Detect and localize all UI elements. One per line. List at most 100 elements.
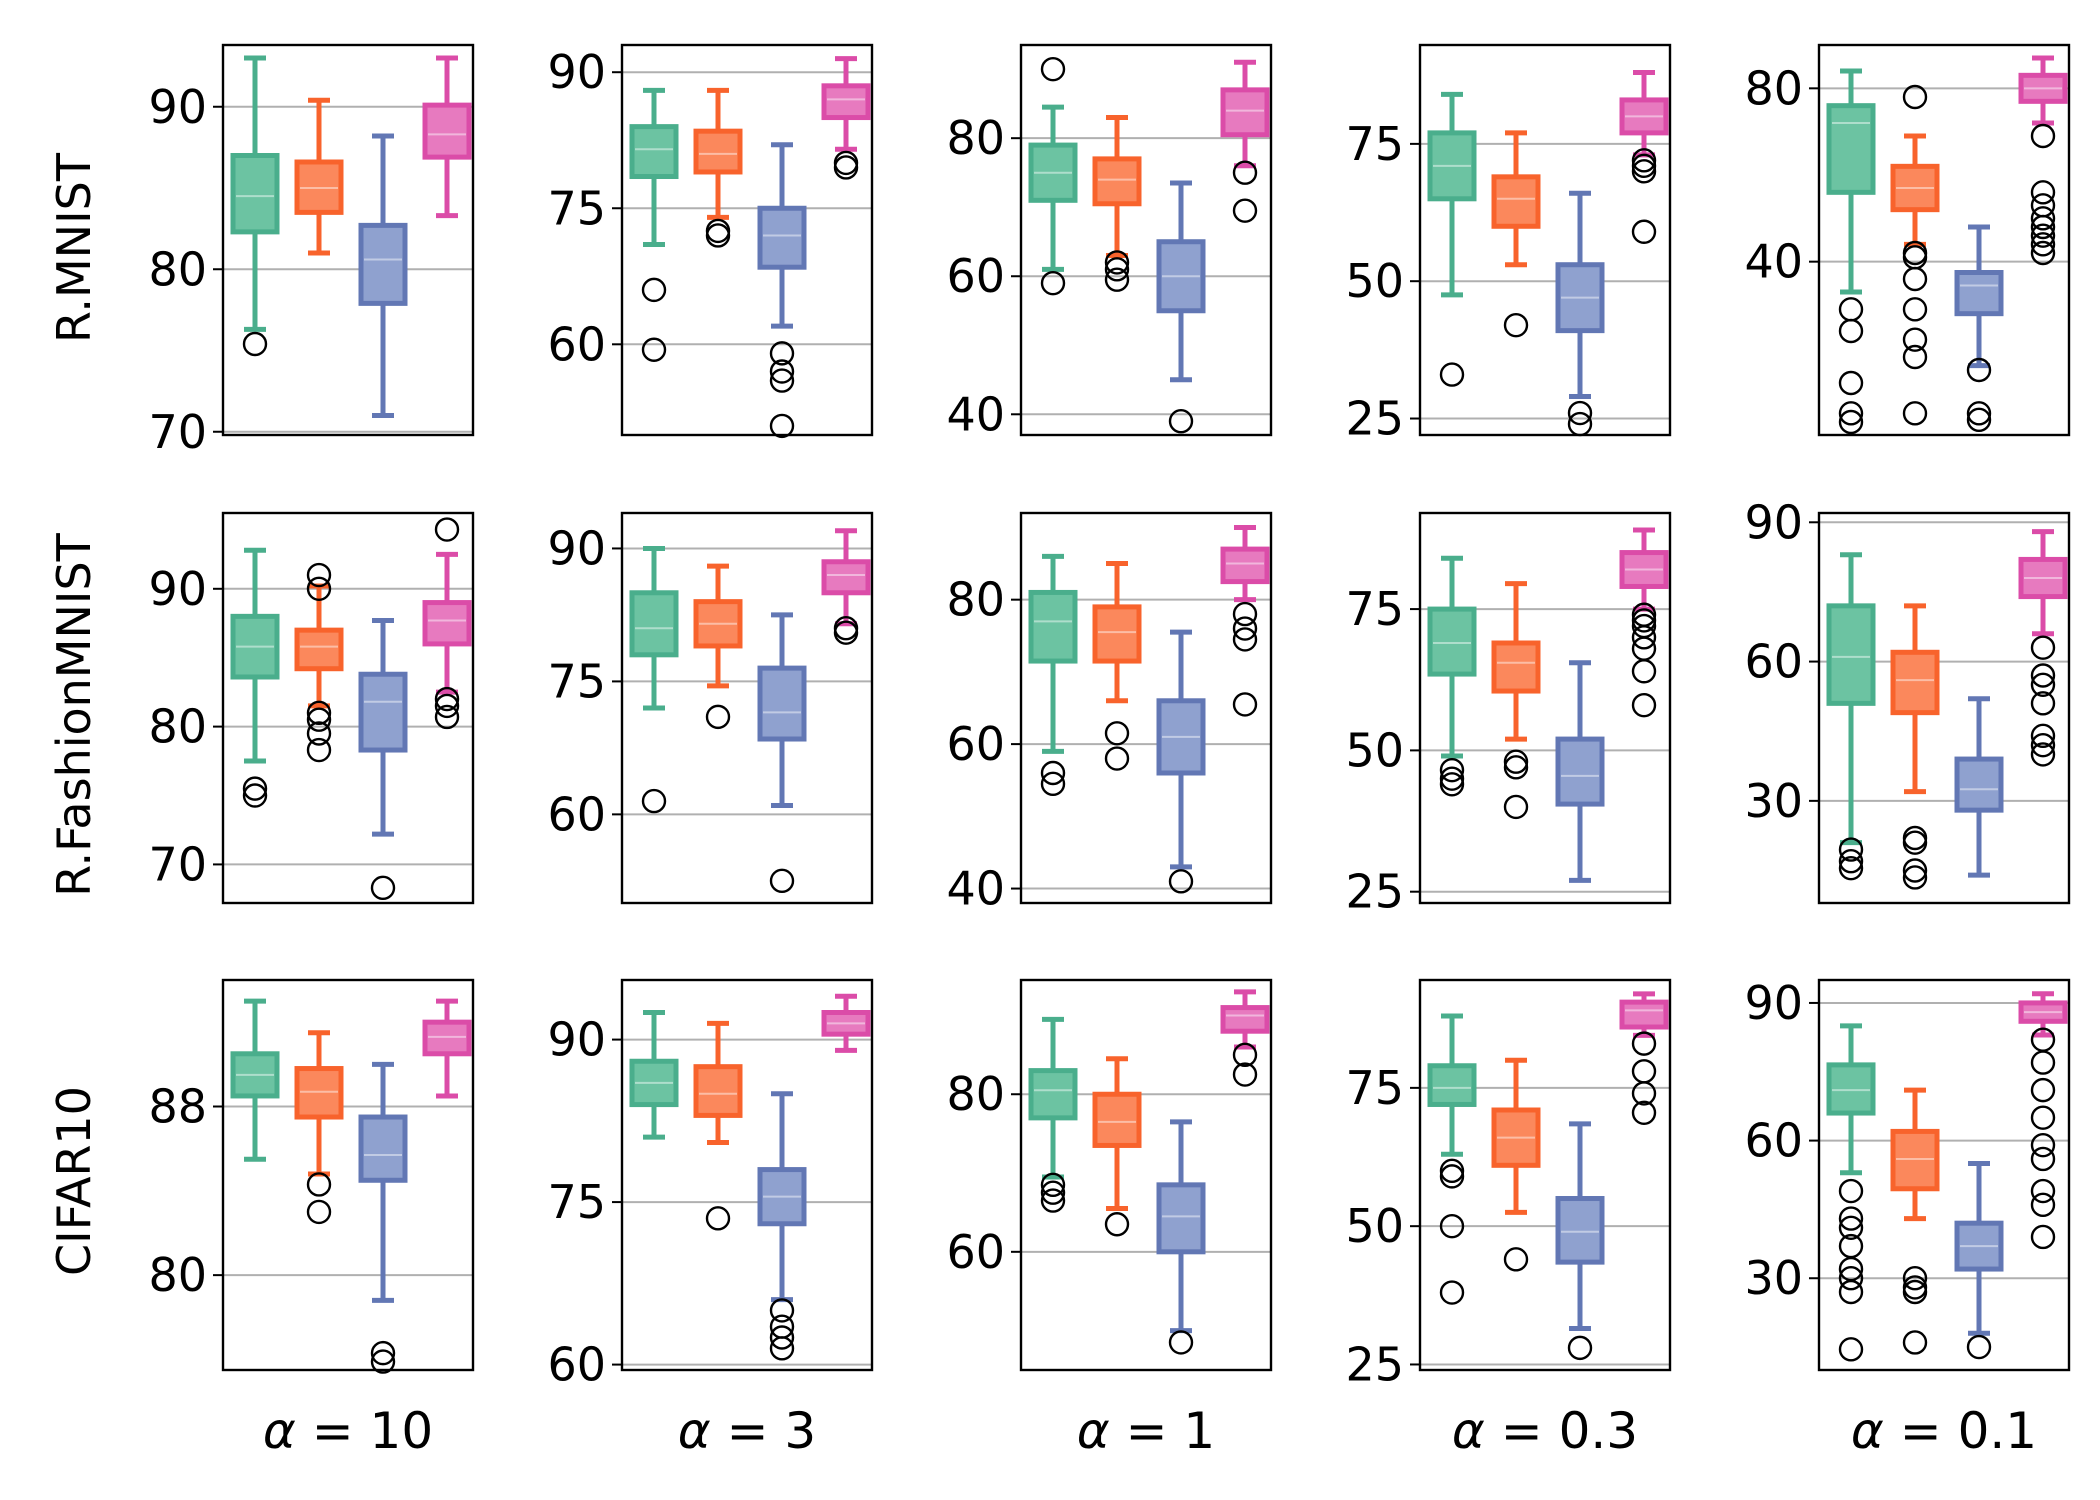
axes-frame bbox=[1817, 43, 2071, 437]
box-series-3 bbox=[757, 1091, 807, 1303]
y-tick-label: 60 bbox=[547, 787, 606, 841]
outlier-point bbox=[1902, 830, 1928, 855]
box-series-1 bbox=[1028, 1016, 1078, 1180]
y-tick-label: 30 bbox=[1744, 1251, 1803, 1305]
outlier-point bbox=[306, 1199, 332, 1225]
panel-plot-area bbox=[622, 56, 872, 346]
box-series-3 bbox=[1156, 180, 1206, 383]
outlier-point bbox=[306, 576, 332, 601]
outlier-point bbox=[1902, 1279, 1928, 1305]
outlier-point bbox=[1902, 865, 1928, 890]
outlier-point bbox=[833, 155, 859, 180]
panel-1-1: 70 80 90 bbox=[148, 43, 475, 459]
panel-3-2: 60 75 90 bbox=[547, 978, 874, 1392]
outlier-point bbox=[1104, 267, 1130, 292]
iqr-box bbox=[693, 128, 743, 175]
column-label-alpha-0-1: α = 0.1 bbox=[1851, 1402, 2037, 1460]
y-tick-label: 60 bbox=[547, 317, 606, 371]
outlier-point bbox=[1232, 616, 1258, 641]
outlier-point bbox=[2030, 663, 2056, 688]
y-tick-label: 80 bbox=[148, 700, 207, 754]
iqr-box bbox=[1826, 103, 1876, 195]
outlier-point bbox=[1232, 601, 1258, 627]
axes-frame bbox=[1418, 511, 1672, 905]
outlier-point bbox=[1631, 148, 1657, 173]
iqr-box bbox=[1092, 1091, 1142, 1148]
y-tick-label: 80 bbox=[946, 111, 1005, 165]
box-series-4 bbox=[2018, 529, 2068, 637]
outlier-point bbox=[242, 783, 268, 808]
box-series-3 bbox=[1555, 190, 1605, 400]
iqr-box bbox=[1890, 649, 1940, 716]
y-tick-label: 50 bbox=[1345, 723, 1404, 777]
outlier-point bbox=[2030, 214, 2056, 240]
box-series-3 bbox=[1156, 629, 1206, 870]
panels: 70 80 90 60 75 90 40 60 80 25 50 75 40 80 70 80 90 60 75 90… bbox=[148, 43, 2071, 1392]
y-tick-label: 25 bbox=[1345, 392, 1404, 446]
outlier-point bbox=[2030, 732, 2056, 758]
box-series-1 bbox=[1427, 1013, 1477, 1157]
outlier-point bbox=[1902, 297, 1928, 322]
box-series-3 bbox=[1555, 1121, 1605, 1332]
y-tick-label: 90 bbox=[1744, 976, 1803, 1030]
outlier-point bbox=[1104, 721, 1130, 746]
outlier-point bbox=[1439, 1164, 1465, 1189]
iqr-box bbox=[1427, 1063, 1477, 1107]
outlier-point bbox=[1439, 772, 1465, 797]
box-series-3 bbox=[1954, 224, 2004, 369]
outlier-point bbox=[1503, 1247, 1529, 1272]
axes-frame bbox=[1019, 511, 1273, 905]
box-series-4 bbox=[821, 528, 871, 627]
outlier-point bbox=[2030, 723, 2056, 749]
outlier-point bbox=[1040, 1180, 1066, 1205]
box-series-4 bbox=[1220, 59, 1270, 169]
y-tick-label: 90 bbox=[547, 1013, 606, 1067]
outlier-point bbox=[1503, 312, 1529, 338]
box-series-4 bbox=[1619, 991, 1669, 1038]
box-series-3 bbox=[358, 133, 408, 418]
iqr-box bbox=[1220, 546, 1270, 585]
y-tick-label: 90 bbox=[547, 521, 606, 575]
box-series-1 bbox=[1826, 552, 1876, 846]
axes-frame bbox=[1817, 511, 2071, 905]
outlier-point bbox=[1902, 1330, 1928, 1355]
outlier-point bbox=[2030, 1077, 2056, 1103]
outlier-point bbox=[1631, 625, 1657, 650]
outlier-point bbox=[2030, 1178, 2056, 1204]
iqr-box bbox=[821, 559, 871, 596]
y-tick-label: 50 bbox=[1345, 254, 1404, 308]
iqr-box bbox=[358, 1114, 408, 1183]
panel-plot-area bbox=[1420, 69, 1670, 420]
axes-frame bbox=[1418, 978, 1672, 1372]
iqr-box bbox=[1954, 756, 2004, 813]
iqr-box bbox=[358, 671, 408, 753]
iqr-box bbox=[1491, 640, 1541, 694]
panel-2-4: 25 50 75 bbox=[1345, 511, 1672, 919]
outlier-point bbox=[641, 788, 667, 814]
outlier-point bbox=[769, 1336, 795, 1361]
outlier-point bbox=[769, 868, 795, 894]
y-tick-label: 50 bbox=[1345, 1199, 1404, 1253]
y-tick-label: 60 bbox=[946, 249, 1005, 303]
outlier-point bbox=[2030, 1224, 2056, 1250]
outlier-point bbox=[1838, 401, 1864, 426]
panel-3-4: 25 50 75 bbox=[1345, 978, 1672, 1391]
outlier-point bbox=[370, 1349, 396, 1374]
outlier-point bbox=[1439, 1158, 1465, 1184]
outlier-point bbox=[1838, 1266, 1864, 1291]
box-series-1 bbox=[1028, 553, 1078, 754]
panel-3-1: 80 88 bbox=[148, 978, 475, 1374]
outlier-point bbox=[1631, 659, 1657, 684]
outlier-point bbox=[1168, 408, 1194, 434]
row-labels: R.MNIST R.FashionMNIST CIFAR10 bbox=[47, 152, 101, 1276]
outlier-point bbox=[769, 341, 795, 366]
box-series-1 bbox=[230, 55, 280, 332]
outlier-point bbox=[705, 704, 731, 730]
iqr-box bbox=[358, 222, 408, 306]
iqr-box bbox=[629, 124, 679, 180]
outlier-point bbox=[1631, 153, 1657, 179]
iqr-box bbox=[1028, 589, 1078, 664]
y-tick-label: 60 bbox=[946, 717, 1005, 771]
box-series-2 bbox=[1092, 1056, 1142, 1211]
panel-plot-area bbox=[223, 998, 473, 1303]
